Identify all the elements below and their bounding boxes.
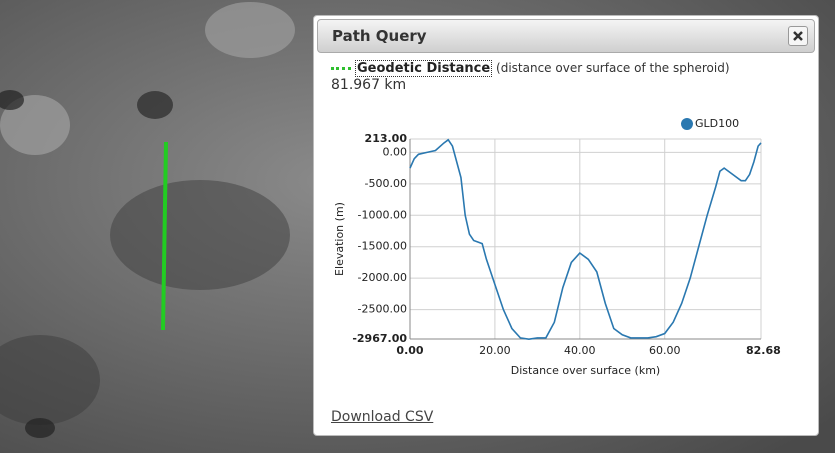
close-button[interactable] [788,26,808,46]
measure-label[interactable]: Geodetic Distance [355,60,493,77]
measure-row: Geodetic Distance (distance over surface… [331,60,730,77]
panel-header: Path Query [317,19,815,53]
download-link[interactable]: Download CSV [331,409,434,425]
path-line [161,141,168,331]
panel-title: Path Query [332,27,427,45]
path-query-panel: Path Query Geodetic Distance (distance o… [313,15,819,436]
measure-note: (distance over surface of the spheroid) [496,61,730,75]
distance: 81.967 km [331,77,407,93]
close-icon [793,31,803,41]
line-swatch [331,67,351,70]
